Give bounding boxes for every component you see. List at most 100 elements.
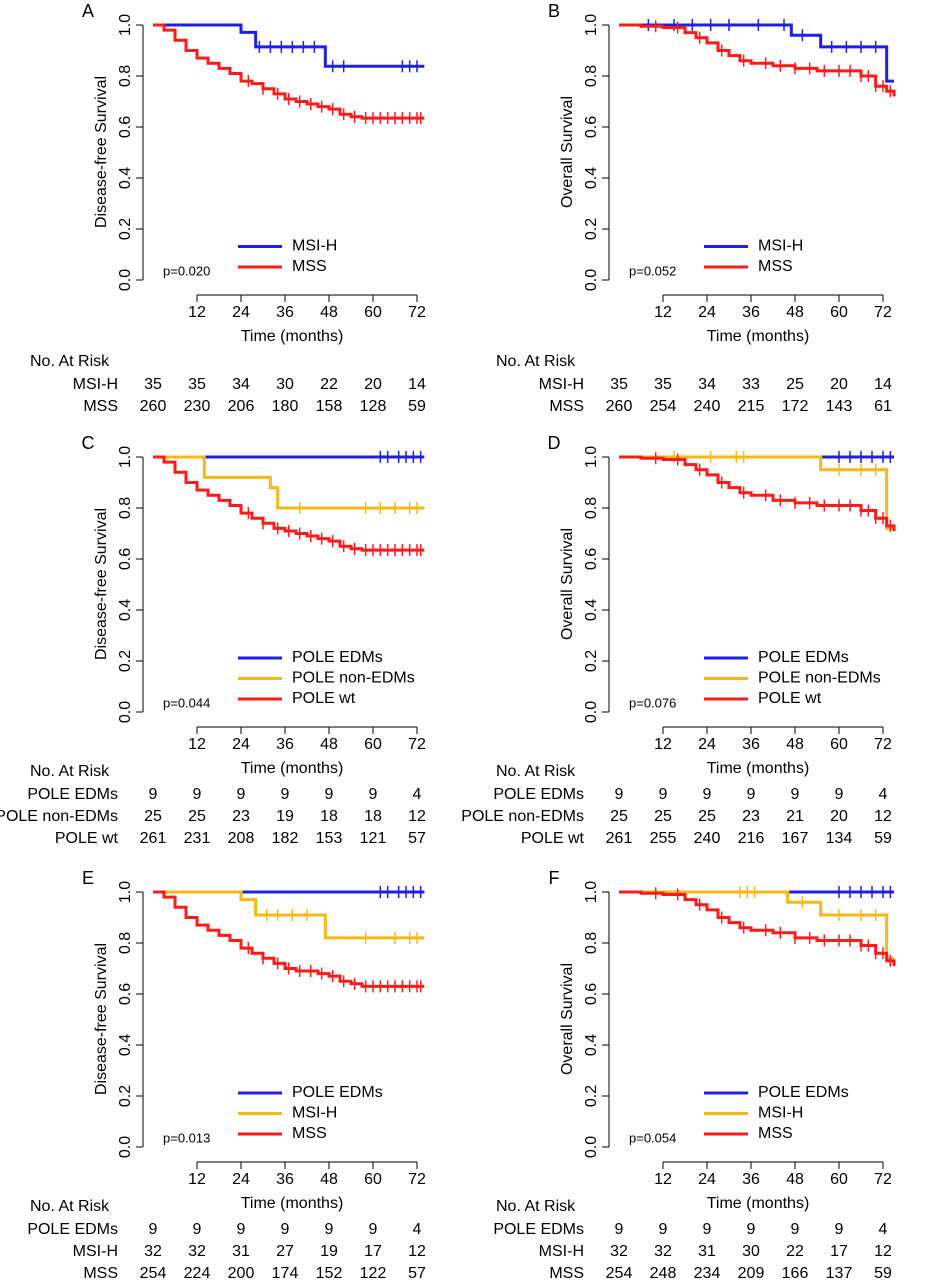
- x-tick-label: 36: [742, 304, 760, 321]
- p-value: p=0.054: [629, 1130, 676, 1145]
- risk-count: 59: [874, 1265, 892, 1280]
- legend-label: POLE EDMs: [292, 649, 383, 666]
- risk-count: 23: [742, 808, 760, 825]
- y-tick-label: 0.8: [117, 497, 134, 519]
- x-tick-label: 72: [408, 304, 426, 321]
- p-value: p=0.013: [163, 1130, 210, 1145]
- risk-count: 4: [413, 786, 422, 803]
- risk-count: 12: [874, 808, 892, 825]
- risk-count: 261: [140, 830, 167, 847]
- risk-row-label: POLE wt: [521, 830, 585, 847]
- risk-count: 9: [369, 786, 378, 803]
- legend-label: POLE EDMs: [758, 649, 849, 666]
- risk-count: 254: [650, 398, 677, 415]
- risk-count: 152: [316, 1265, 343, 1280]
- risk-count: 34: [232, 376, 250, 393]
- x-tick-label: 48: [320, 736, 338, 753]
- survival-curve: [619, 890, 896, 966]
- y-tick-label: 0.0: [117, 269, 134, 291]
- risk-count: 240: [694, 830, 721, 847]
- legend-label: POLE EDMs: [292, 1084, 383, 1101]
- risk-count: 166: [782, 1265, 809, 1280]
- risk-row-label: MSS: [83, 398, 118, 415]
- risk-count: 231: [184, 830, 211, 847]
- risk-count: 9: [835, 786, 844, 803]
- risk-row-label: MSI-H: [73, 376, 118, 393]
- x-axis-label: Time (months): [241, 328, 344, 345]
- risk-count: 234: [694, 1265, 721, 1280]
- risk-count: 180: [272, 398, 299, 415]
- y-tick-label: 0.2: [117, 218, 134, 240]
- risk-count: 137: [826, 1265, 853, 1280]
- y-axis-label: Overall Survival: [559, 528, 576, 640]
- risk-count: 261: [606, 830, 633, 847]
- risk-count: 200: [228, 1265, 255, 1280]
- risk-count: 121: [360, 830, 387, 847]
- y-tick-label: 0.8: [117, 932, 134, 954]
- y-axis-label: Overall Survival: [559, 963, 576, 1075]
- y-tick-label: 1.0: [117, 14, 134, 36]
- x-tick-label: 60: [364, 1171, 382, 1188]
- risk-table-title: No. At Risk: [30, 763, 110, 780]
- risk-count: 17: [364, 1243, 382, 1260]
- risk-count: 61: [874, 398, 892, 415]
- y-tick-label: 0.4: [117, 599, 134, 621]
- risk-count: 9: [615, 786, 624, 803]
- risk-count: 9: [149, 1221, 158, 1238]
- risk-count: 9: [659, 786, 668, 803]
- risk-table-title: No. At Risk: [496, 1198, 576, 1215]
- risk-count: 57: [408, 830, 426, 847]
- legend-label: MSI-H: [292, 1105, 337, 1122]
- risk-count: 215: [738, 398, 765, 415]
- risk-count: 32: [144, 1243, 162, 1260]
- x-tick-label: 36: [276, 1171, 294, 1188]
- p-value: p=0.044: [163, 695, 210, 710]
- risk-count: 174: [272, 1265, 299, 1280]
- legend-label: MSS: [292, 1125, 327, 1142]
- x-tick-label: 24: [698, 736, 716, 753]
- risk-count: 9: [281, 1221, 290, 1238]
- y-tick-label: 0.0: [117, 1136, 134, 1158]
- risk-row-label: POLE non-EDMs: [461, 808, 584, 825]
- risk-count: 9: [791, 1221, 800, 1238]
- x-tick-label: 24: [232, 1171, 250, 1188]
- y-axis-label: Overall Survival: [559, 96, 576, 208]
- risk-count: 9: [703, 786, 712, 803]
- y-tick-label: 0.6: [117, 116, 134, 138]
- risk-count: 224: [184, 1265, 211, 1280]
- risk-count: 12: [408, 1243, 426, 1260]
- risk-count: 260: [606, 398, 633, 415]
- survival-curve: [619, 23, 894, 83]
- y-tick-label: 1.0: [583, 14, 600, 36]
- risk-count: 158: [316, 398, 343, 415]
- risk-count: 20: [830, 808, 848, 825]
- risk-count: 9: [659, 1221, 668, 1238]
- risk-count: 122: [360, 1265, 387, 1280]
- x-tick-label: 12: [654, 736, 672, 753]
- legend-label: MSI-H: [758, 1105, 803, 1122]
- risk-count: 35: [654, 376, 672, 393]
- risk-count: 254: [606, 1265, 633, 1280]
- y-tick-label: 0.8: [583, 65, 600, 87]
- y-axis-label: Disease-free Survival: [93, 943, 110, 1095]
- risk-count: 9: [281, 786, 290, 803]
- x-axis-label: Time (months): [241, 760, 344, 777]
- risk-count: 19: [276, 808, 294, 825]
- risk-count: 12: [874, 1243, 892, 1260]
- y-tick-label: 0.4: [117, 167, 134, 189]
- y-tick-label: 0.0: [583, 1136, 600, 1158]
- risk-count: 23: [232, 808, 250, 825]
- risk-count: 153: [316, 830, 343, 847]
- x-tick-label: 60: [830, 304, 848, 321]
- p-value: p=0.076: [629, 695, 676, 710]
- risk-count: 20: [830, 376, 848, 393]
- y-tick-label: 0.6: [583, 983, 600, 1005]
- panel-label: E: [82, 868, 94, 888]
- y-tick-label: 0.0: [583, 701, 600, 723]
- legend-label: POLE EDMs: [758, 1084, 849, 1101]
- risk-row-label: MSS: [83, 1265, 118, 1280]
- x-tick-label: 12: [654, 1171, 672, 1188]
- x-tick-label: 36: [742, 736, 760, 753]
- survival-curve: [619, 455, 894, 530]
